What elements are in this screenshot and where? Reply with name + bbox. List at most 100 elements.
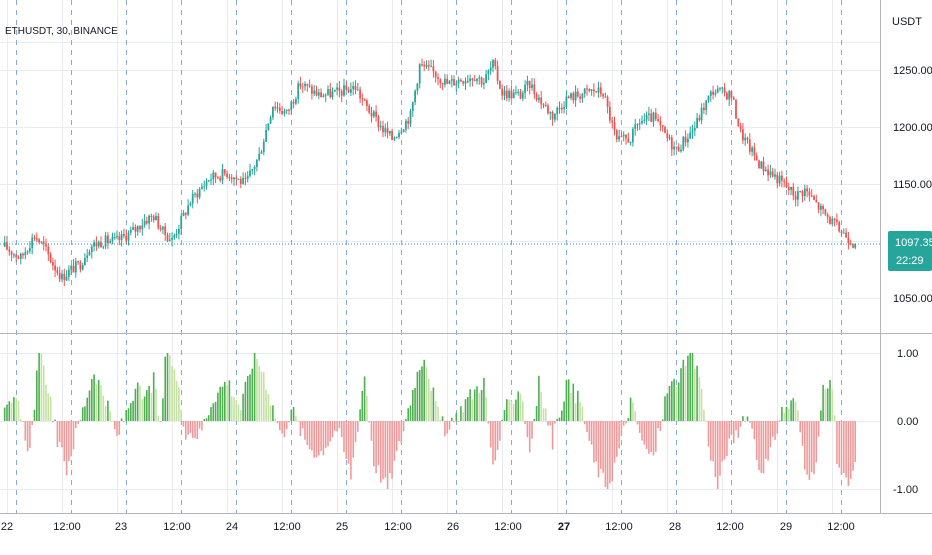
candle[interactable]	[212, 172, 215, 180]
candle[interactable]	[267, 123, 270, 131]
candle[interactable]	[726, 92, 728, 100]
candle[interactable]	[767, 169, 769, 176]
candle[interactable]	[680, 149, 682, 152]
candle[interactable]	[352, 86, 355, 90]
candle[interactable]	[228, 177, 231, 179]
candle[interactable]	[327, 89, 329, 95]
candle[interactable]	[237, 178, 240, 180]
candle[interactable]	[670, 137, 673, 150]
candle[interactable]	[505, 90, 508, 99]
candle[interactable]	[331, 91, 334, 98]
candle[interactable]	[604, 96, 607, 98]
candle[interactable]	[652, 112, 655, 122]
candle[interactable]	[150, 216, 153, 217]
candle[interactable]	[434, 71, 437, 78]
candle[interactable]	[632, 128, 634, 143]
candle[interactable]	[354, 86, 357, 90]
candle[interactable]	[570, 93, 572, 99]
candle[interactable]	[787, 186, 790, 191]
candle[interactable]	[645, 115, 648, 120]
candle[interactable]	[476, 78, 478, 81]
candle[interactable]	[602, 94, 604, 97]
candle[interactable]	[675, 146, 678, 148]
candle[interactable]	[611, 120, 614, 123]
candle[interactable]	[494, 60, 497, 66]
candle[interactable]	[746, 137, 749, 140]
candle[interactable]	[70, 265, 73, 270]
candle[interactable]	[272, 106, 274, 118]
candle[interactable]	[485, 74, 487, 83]
candle[interactable]	[421, 64, 423, 66]
candle[interactable]	[253, 167, 256, 169]
candle[interactable]	[107, 235, 109, 243]
candle[interactable]	[705, 100, 708, 110]
candle[interactable]	[478, 77, 481, 79]
candle[interactable]	[134, 227, 137, 232]
candle[interactable]	[755, 155, 758, 161]
candle[interactable]	[774, 174, 776, 177]
candle[interactable]	[187, 205, 189, 215]
candle[interactable]	[24, 252, 27, 256]
candle[interactable]	[538, 97, 540, 100]
candle[interactable]	[295, 99, 297, 104]
candle[interactable]	[402, 129, 405, 133]
candle[interactable]	[393, 137, 396, 140]
candle[interactable]	[242, 177, 244, 184]
candle[interactable]	[189, 203, 192, 206]
candle[interactable]	[650, 113, 653, 122]
candle[interactable]	[384, 128, 387, 133]
candle[interactable]	[547, 105, 549, 114]
candle[interactable]	[803, 188, 806, 197]
candle[interactable]	[609, 106, 611, 121]
candle[interactable]	[714, 92, 717, 95]
candle[interactable]	[184, 212, 187, 215]
candle[interactable]	[205, 181, 208, 186]
candle[interactable]	[182, 212, 185, 216]
candle[interactable]	[519, 91, 522, 99]
candle[interactable]	[375, 111, 377, 117]
candle[interactable]	[716, 88, 719, 93]
candle[interactable]	[180, 215, 183, 229]
candle[interactable]	[79, 261, 82, 270]
candle[interactable]	[460, 79, 462, 82]
candle[interactable]	[313, 90, 316, 94]
candle[interactable]	[785, 182, 788, 187]
candle[interactable]	[643, 119, 646, 121]
candle[interactable]	[558, 107, 561, 109]
candle[interactable]	[732, 97, 735, 100]
candle[interactable]	[533, 84, 536, 94]
candle[interactable]	[441, 83, 444, 85]
candle[interactable]	[366, 100, 368, 106]
candle[interactable]	[223, 169, 226, 174]
candle[interactable]	[455, 83, 458, 86]
candle[interactable]	[256, 159, 258, 167]
candle[interactable]	[230, 177, 233, 180]
candle[interactable]	[306, 83, 309, 86]
candle[interactable]	[210, 179, 212, 181]
candle[interactable]	[769, 171, 772, 176]
candle[interactable]	[58, 272, 61, 280]
candle[interactable]	[666, 132, 669, 139]
candle[interactable]	[684, 136, 687, 143]
candle[interactable]	[10, 251, 13, 255]
candle[interactable]	[214, 172, 217, 178]
candle[interactable]	[145, 220, 148, 224]
candle[interactable]	[45, 244, 47, 247]
candle[interactable]	[207, 180, 210, 182]
symbol-title[interactable]: ETHUSDT, 30, BINANCE	[5, 26, 118, 37]
candle[interactable]	[141, 225, 144, 230]
candle[interactable]	[847, 237, 850, 244]
candle[interactable]	[638, 123, 641, 125]
candle[interactable]	[226, 173, 228, 178]
candle[interactable]	[345, 85, 348, 90]
candle[interactable]	[84, 258, 86, 265]
candle[interactable]	[572, 93, 575, 101]
candle[interactable]	[599, 87, 602, 95]
candle[interactable]	[753, 147, 756, 156]
candle[interactable]	[93, 242, 95, 247]
candle[interactable]	[450, 79, 453, 81]
candle[interactable]	[829, 217, 831, 224]
candle[interactable]	[781, 175, 783, 181]
candle[interactable]	[281, 111, 283, 114]
candle[interactable]	[682, 136, 685, 150]
